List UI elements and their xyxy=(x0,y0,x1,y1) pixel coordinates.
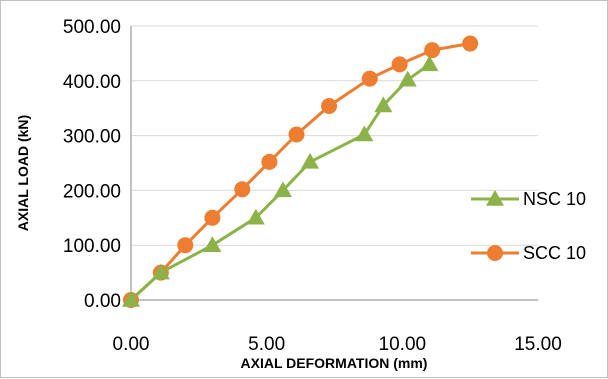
gridlines xyxy=(131,25,538,246)
x-tick-label: 5.00 xyxy=(248,334,285,355)
legend-item: SCC 10 xyxy=(471,243,586,263)
series xyxy=(122,35,479,308)
x-tick-labels: 0.00 5.00 10.00 15.00 xyxy=(113,334,562,355)
y-tick-label: 0.00 xyxy=(84,291,121,312)
data-point xyxy=(288,126,305,143)
data-point xyxy=(321,98,338,115)
data-point xyxy=(204,209,221,226)
axes xyxy=(130,26,538,301)
legend-label: NSC 10 xyxy=(523,189,586,209)
legend-item: NSC 10 xyxy=(471,189,586,209)
legend-marker xyxy=(486,190,504,206)
data-point xyxy=(151,263,170,280)
data-point xyxy=(177,237,194,254)
data-point xyxy=(391,56,408,73)
y-axis-title: AXIAL LOAD (kN) xyxy=(15,115,31,231)
data-point xyxy=(361,70,378,87)
data-point xyxy=(420,55,439,72)
y-tick-labels: 0.00 100.00 200.00 300.00 400.00 500.00 xyxy=(63,17,121,312)
legend: NSC 10 SCC 10 xyxy=(471,189,586,263)
data-point xyxy=(398,70,417,87)
legend-label: SCC 10 xyxy=(523,243,586,263)
x-tick-label: 15.00 xyxy=(514,334,562,355)
x-tick-label: 10.00 xyxy=(379,334,427,355)
data-point xyxy=(424,42,441,59)
y-tick-label: 100.00 xyxy=(63,236,121,257)
data-point xyxy=(261,153,278,170)
y-tick-label: 300.00 xyxy=(63,127,121,148)
y-tick-label: 500.00 xyxy=(63,17,121,38)
x-axis-title: AXIAL DEFORMATION (mm) xyxy=(241,355,428,371)
x-tick-label: 0.00 xyxy=(113,334,150,355)
data-point xyxy=(273,181,292,198)
data-point xyxy=(234,181,251,198)
series-nsc-10 xyxy=(122,55,439,307)
data-point xyxy=(203,236,222,252)
series-line xyxy=(129,63,431,302)
legend-marker xyxy=(487,245,503,261)
y-tick-label: 400.00 xyxy=(63,72,121,93)
data-point xyxy=(246,208,265,225)
data-point xyxy=(355,125,374,142)
y-tick-label: 200.00 xyxy=(63,181,121,202)
data-point xyxy=(462,35,479,52)
data-point xyxy=(122,291,140,307)
data-point xyxy=(374,96,393,113)
data-point xyxy=(301,152,320,169)
